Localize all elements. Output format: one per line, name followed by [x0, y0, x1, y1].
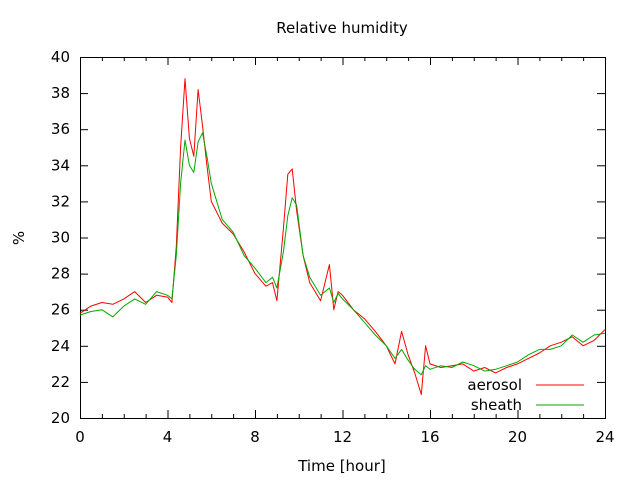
- y-tick-label: 38: [51, 84, 70, 102]
- series-line-aerosol: [79, 78, 606, 395]
- x-tick-label: 8: [250, 428, 260, 446]
- legend-label-sheath: sheath: [471, 396, 522, 414]
- y-tick-label: 32: [51, 192, 70, 210]
- plot-frame: [80, 57, 606, 419]
- y-tick-label: 28: [51, 265, 70, 283]
- y-tick-label: 34: [51, 156, 70, 174]
- x-tick-label: 4: [163, 428, 173, 446]
- y-tick-label: 26: [51, 301, 70, 319]
- y-tick-label: 36: [51, 120, 70, 138]
- y-tick-label: 22: [51, 373, 70, 391]
- axis-ticks: 20 22 24 26 28 30 32 34 36 38 40 0 4 8 12 16 20 24: [51, 48, 615, 446]
- x-tick-label: 16: [420, 428, 439, 446]
- x-tick-label: 20: [508, 428, 527, 446]
- chart-title: Relative humidity: [276, 19, 408, 37]
- y-tick-label: 30: [51, 229, 70, 247]
- y-axis-label: %: [10, 231, 28, 245]
- x-axis-label: Time [hour]: [297, 457, 386, 475]
- series-lines: [79, 78, 606, 395]
- legend: aerosol sheath: [467, 376, 584, 414]
- y-tick-label: 20: [51, 409, 70, 427]
- y-tick-label: 24: [51, 337, 70, 355]
- series-line-sheath: [79, 132, 606, 376]
- x-tick-label: 12: [333, 428, 352, 446]
- x-tick-label: 0: [75, 428, 85, 446]
- y-tick-label: 40: [51, 48, 70, 66]
- x-tick-label: 24: [595, 428, 614, 446]
- legend-label-aerosol: aerosol: [467, 376, 522, 394]
